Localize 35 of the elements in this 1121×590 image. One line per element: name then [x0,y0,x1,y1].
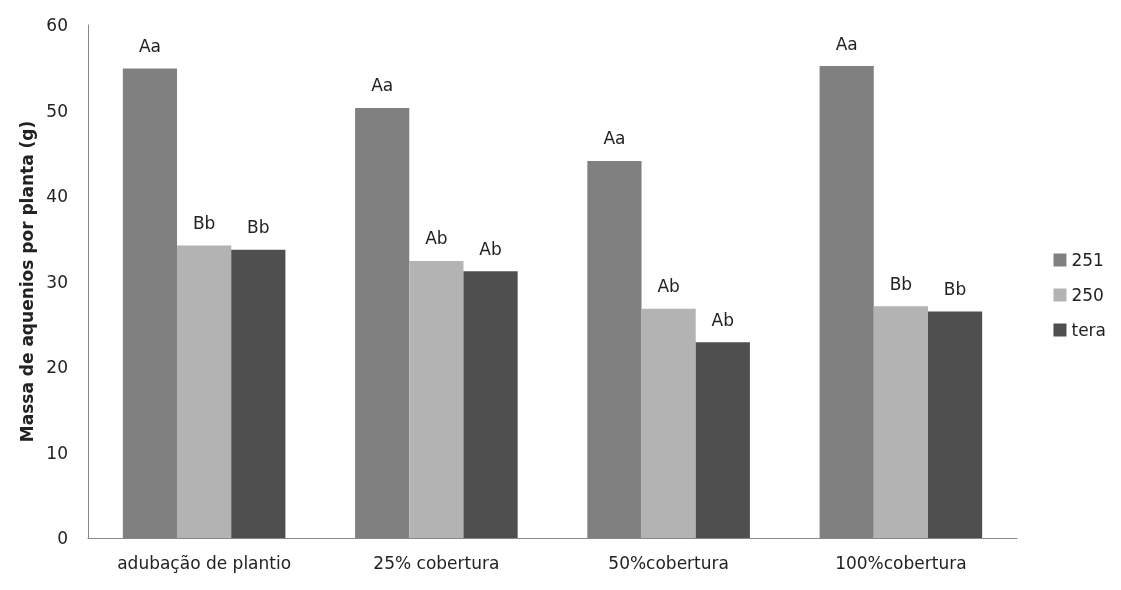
x-tick-label: adubação de plantio [117,552,292,573]
x-tick-label: 25% cobertura [373,552,500,573]
bar [177,245,232,538]
legend-label: tera [1071,320,1106,340]
x-tick-label: 50%cobertura [608,552,729,573]
data-label: Aa [371,75,394,96]
y-axis-title: Massa de aquenios por planta (g) [16,120,37,443]
y-tick-label: 40 [46,186,68,206]
y-tick-label: 30 [46,271,68,292]
bar [463,271,518,538]
bar [231,249,286,538]
y-tick-label: 10 [46,442,68,463]
bar [695,342,750,538]
data-label: Bb [192,213,216,234]
legend-label: 251 [1071,250,1104,270]
data-label: Ab [425,228,448,249]
data-label: Aa [138,36,161,57]
data-label: Ab [711,309,735,330]
y-tick-label: 60 [46,15,68,35]
bar [927,311,983,538]
data-label: Ab [657,276,680,297]
data-label: Bb [943,278,967,299]
bar [409,260,464,538]
data-label: Aa [603,128,626,149]
legend-label: 250 [1071,285,1104,305]
x-tick-label: 100%cobertura [835,552,967,573]
bar [873,306,928,538]
y-tick-label: 20 [46,357,68,377]
data-label: Bb [889,273,913,294]
bar [641,308,696,538]
data-label: Ab [479,238,502,259]
data-label: Bb [247,217,270,238]
y-tick-label: 0 [57,528,68,548]
y-tick-label: 50 [46,100,68,121]
data-label: Aa [835,33,858,54]
